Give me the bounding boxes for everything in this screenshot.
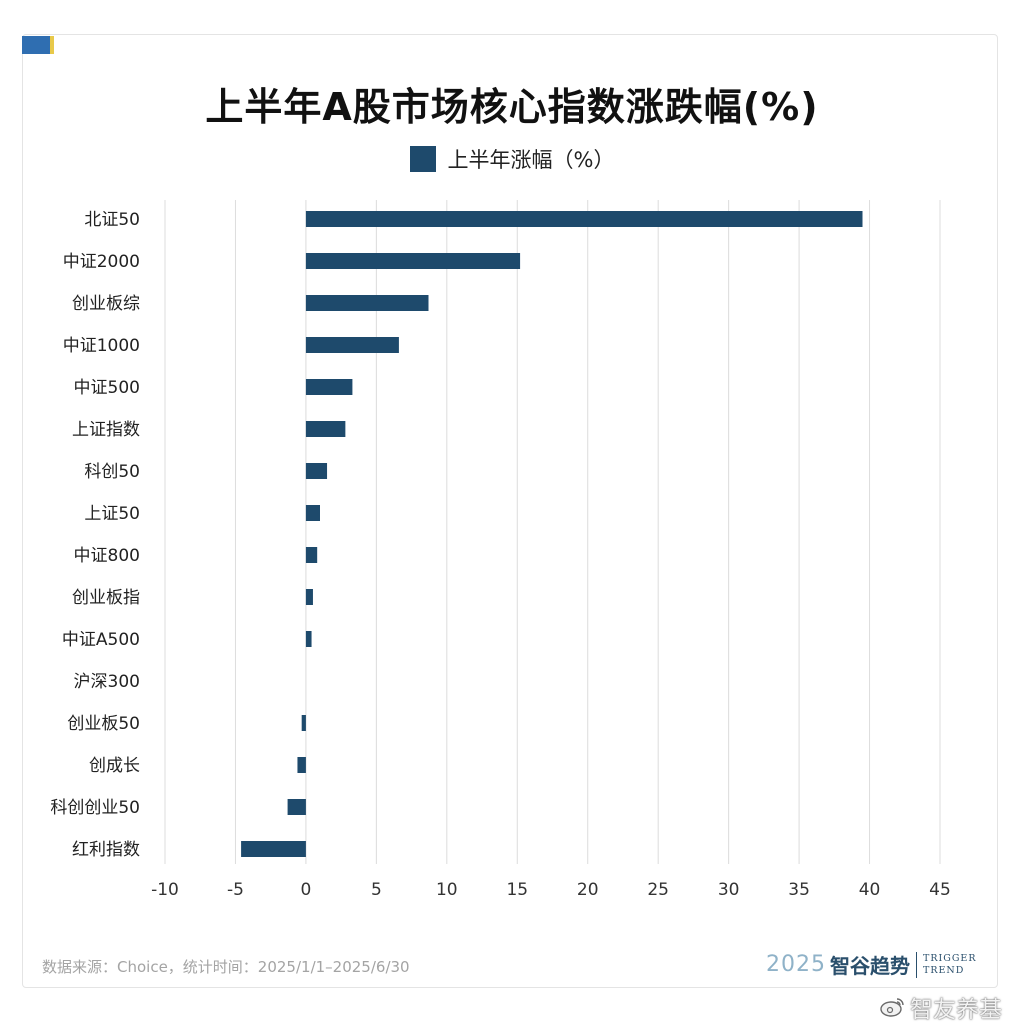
bar-2 <box>305 253 521 269</box>
x-tick-label: 5 <box>371 880 382 900</box>
x-tick-label: 25 <box>647 880 669 900</box>
bar-3 <box>305 295 429 311</box>
category-label: 中证800 <box>74 546 140 566</box>
brand-en-line1: TRIGGER <box>923 952 977 964</box>
category-label: 中证1000 <box>63 336 140 356</box>
brand-en-line2: TREND <box>923 964 965 976</box>
bar-16 <box>241 841 306 857</box>
x-tick-label: 40 <box>859 880 881 900</box>
bar-6 <box>305 421 346 437</box>
weibo-watermark: 智友养基 <box>880 990 1002 1024</box>
bar-1 <box>305 211 863 227</box>
brand-english: TRIGGER TREND <box>923 953 977 977</box>
category-label: 创业板指 <box>72 588 140 608</box>
weibo-icon <box>880 998 904 1017</box>
bar-15 <box>287 799 306 815</box>
brand-name: 智谷趋势 <box>830 954 910 978</box>
legend: 上半年涨幅（%） <box>0 144 1024 174</box>
bar-10 <box>305 589 313 605</box>
chart-card <box>22 34 998 988</box>
bar-9 <box>305 547 318 563</box>
bar-7 <box>305 463 328 479</box>
bar-5 <box>305 379 353 395</box>
category-label: 中证2000 <box>63 252 140 272</box>
chart-title: 上半年A股市场核心指数涨跌幅(%) <box>205 85 819 129</box>
legend-swatch <box>409 146 436 172</box>
category-label: 创业板50 <box>67 714 140 734</box>
category-label: 上证50 <box>84 504 140 524</box>
bar-14 <box>297 757 306 773</box>
brand-year: 2025 <box>766 952 826 977</box>
category-label: 上证指数 <box>72 420 140 440</box>
category-label: 红利指数 <box>72 840 140 860</box>
category-label: 创业板综 <box>72 294 140 314</box>
brand-separator <box>916 951 917 978</box>
x-tick-label: -5 <box>227 880 244 900</box>
data-source-note: 数据来源：Choice，统计时间：2025/1/1–2025/6/30 <box>42 958 410 976</box>
category-label: 北证50 <box>84 210 140 230</box>
brand-logo: 2025 智谷趋势 TRIGGER TREND <box>766 950 977 979</box>
category-label: 沪深300 <box>74 672 140 692</box>
x-tick-label: 45 <box>929 880 951 900</box>
category-label: 科创50 <box>84 462 140 482</box>
x-tick-label: 35 <box>788 880 810 900</box>
corner-decoration <box>22 36 54 54</box>
category-label: 中证A500 <box>62 630 140 650</box>
x-tick-label: 0 <box>300 880 311 900</box>
watermark-text: 智友养基 <box>910 997 1002 1023</box>
x-tick-label: -10 <box>151 880 179 900</box>
bar-11 <box>305 631 312 647</box>
x-tick-label: 10 <box>436 880 458 900</box>
category-label: 创成长 <box>89 756 140 776</box>
category-label: 科创创业50 <box>50 798 140 818</box>
bar-4 <box>305 337 399 353</box>
x-tick-label: 15 <box>506 880 528 900</box>
category-label: 中证500 <box>74 378 140 398</box>
legend-label: 上半年涨幅（%） <box>447 148 615 172</box>
bar-chart: -10 -5 0 5 10 15 20 25 30 35 40 45 北证50 中证2000 创业板综中证1… <box>50 200 951 900</box>
bar-8 <box>305 505 320 521</box>
x-tick-label: 30 <box>718 880 740 900</box>
bar-13 <box>301 715 306 731</box>
x-tick-label: 20 <box>577 880 599 900</box>
